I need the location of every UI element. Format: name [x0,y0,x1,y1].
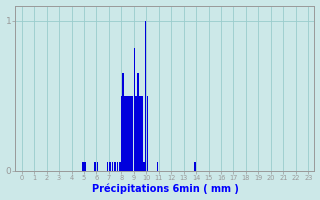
Bar [117,162,118,171]
Bar [157,162,158,171]
Bar [130,96,132,171]
Bar [194,162,196,171]
X-axis label: Précipitations 6min ( mm ): Précipitations 6min ( mm ) [92,184,238,194]
Bar [97,162,99,171]
Bar [82,162,84,171]
Bar [121,96,122,171]
Bar [143,162,145,171]
Bar [145,21,147,171]
Bar [124,96,126,171]
Bar [107,162,108,171]
Bar [147,96,148,171]
Bar [94,162,96,171]
Bar [141,96,143,171]
Bar [132,96,133,171]
Bar [114,162,116,171]
Bar [128,96,130,171]
Bar [135,96,137,171]
Bar [137,73,139,171]
Bar [134,48,135,171]
Bar [112,162,114,171]
Bar [109,162,111,171]
Bar [123,73,124,171]
Bar [84,162,86,171]
Bar [126,96,128,171]
Bar [139,96,141,171]
Bar [119,162,121,171]
